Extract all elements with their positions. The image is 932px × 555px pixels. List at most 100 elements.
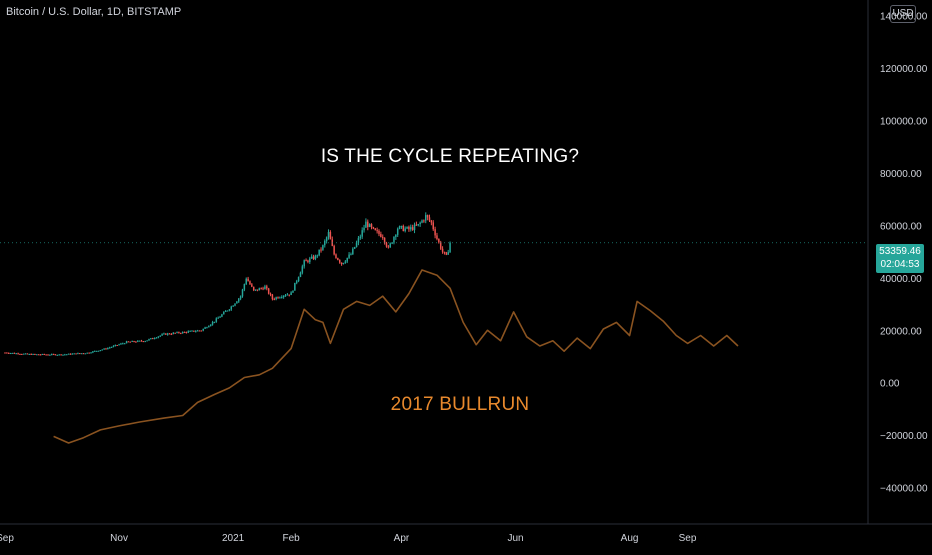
candle-body <box>140 340 143 342</box>
candle-body <box>103 348 105 350</box>
candle-body <box>236 301 238 304</box>
candle-body <box>193 330 195 332</box>
candle-body <box>15 353 17 355</box>
annotation-2017-bullrun[interactable]: 2017 BULLRUN <box>390 394 530 415</box>
candle-body <box>254 289 257 291</box>
candle-body <box>168 333 171 335</box>
candle-body <box>445 252 448 255</box>
candle-body <box>215 318 218 322</box>
candle-body <box>365 221 367 228</box>
candle-body <box>159 335 161 337</box>
y-tick-label: 20000.00 <box>880 326 922 337</box>
candle-body <box>172 332 175 335</box>
annotation-cycle-question[interactable]: IS THE CYCLE REPEATING? <box>320 146 580 167</box>
candle-body <box>196 330 199 332</box>
candle-body <box>415 224 418 226</box>
candle-body <box>7 352 10 354</box>
candle-body <box>58 354 60 356</box>
candle-body <box>36 354 38 356</box>
candle-body <box>110 346 113 348</box>
x-tick-label: Apr <box>394 533 410 544</box>
candle-body <box>411 227 414 230</box>
candle-body <box>138 340 141 342</box>
candle-body <box>327 231 330 238</box>
candle-body <box>75 353 77 355</box>
candle-body <box>99 350 102 352</box>
candle-body <box>355 242 358 247</box>
candle-body <box>404 228 406 232</box>
candle-body <box>47 354 49 356</box>
candle-body <box>77 353 79 355</box>
candle-body <box>108 347 111 349</box>
candle-body <box>383 237 386 243</box>
candle-body <box>122 343 124 345</box>
candle-body <box>213 321 216 323</box>
candle-body <box>370 224 373 228</box>
candle-body <box>322 245 324 250</box>
candle-body <box>165 333 167 335</box>
candle-body <box>258 288 261 291</box>
candle-body <box>32 354 34 356</box>
candle-body <box>123 343 126 345</box>
candle-body <box>290 292 292 296</box>
candle-body <box>54 354 57 356</box>
y-tick-label: −20000.00 <box>880 431 928 442</box>
candle-body <box>241 289 244 297</box>
candle-body <box>178 332 180 334</box>
candle-body <box>163 333 165 335</box>
candle-body <box>441 248 444 252</box>
candle-body <box>137 340 139 342</box>
candle-body <box>37 354 40 356</box>
candle-body <box>376 230 378 232</box>
y-tick-label: −40000.00 <box>880 484 928 495</box>
candle-body <box>335 254 337 259</box>
candle-body <box>301 266 304 273</box>
symbol-title[interactable]: Bitcoin / U.S. Dollar, 1D, BITSTAMP <box>6 6 182 18</box>
candle-body <box>34 354 36 356</box>
candle-body <box>49 354 51 356</box>
candle-body <box>338 259 341 263</box>
candle-body <box>309 258 311 262</box>
candle-body <box>28 353 31 355</box>
candle-body <box>303 260 305 267</box>
candle-body <box>228 309 231 311</box>
candle-body <box>217 317 219 319</box>
candle-body <box>305 260 307 262</box>
candle-body <box>400 225 403 227</box>
x-tick-label: Jun <box>507 533 523 544</box>
x-tick-label: Sep <box>679 533 697 544</box>
candle-body <box>191 330 193 332</box>
candle-body <box>131 341 133 343</box>
currency-badge[interactable]: USD <box>890 5 916 23</box>
candle-body <box>22 353 25 355</box>
candle-body <box>432 222 434 230</box>
candle-body <box>82 353 85 355</box>
candle-body <box>282 295 285 298</box>
candle-body <box>286 294 289 296</box>
candle-body <box>243 284 246 290</box>
candle-body <box>180 333 182 335</box>
candle-body <box>43 354 46 356</box>
candle-body <box>340 262 343 265</box>
candle-body <box>271 294 274 300</box>
candle-body <box>41 354 44 356</box>
candle-body <box>269 293 272 295</box>
candle-body <box>13 352 16 354</box>
candle-body <box>71 353 74 355</box>
candle-body <box>262 288 264 290</box>
candle-body <box>176 332 178 334</box>
candle-body <box>114 345 117 347</box>
candle-body <box>318 249 320 256</box>
candle-body <box>90 352 92 354</box>
candle-body <box>239 296 242 299</box>
candle-body <box>295 281 298 283</box>
candle-body <box>439 242 442 249</box>
candle-body <box>279 297 281 299</box>
candle-body <box>249 281 251 285</box>
y-tick-label: 80000.00 <box>880 169 922 180</box>
candle-body <box>374 228 377 231</box>
candle-body <box>95 350 98 352</box>
candle-body <box>221 314 223 317</box>
